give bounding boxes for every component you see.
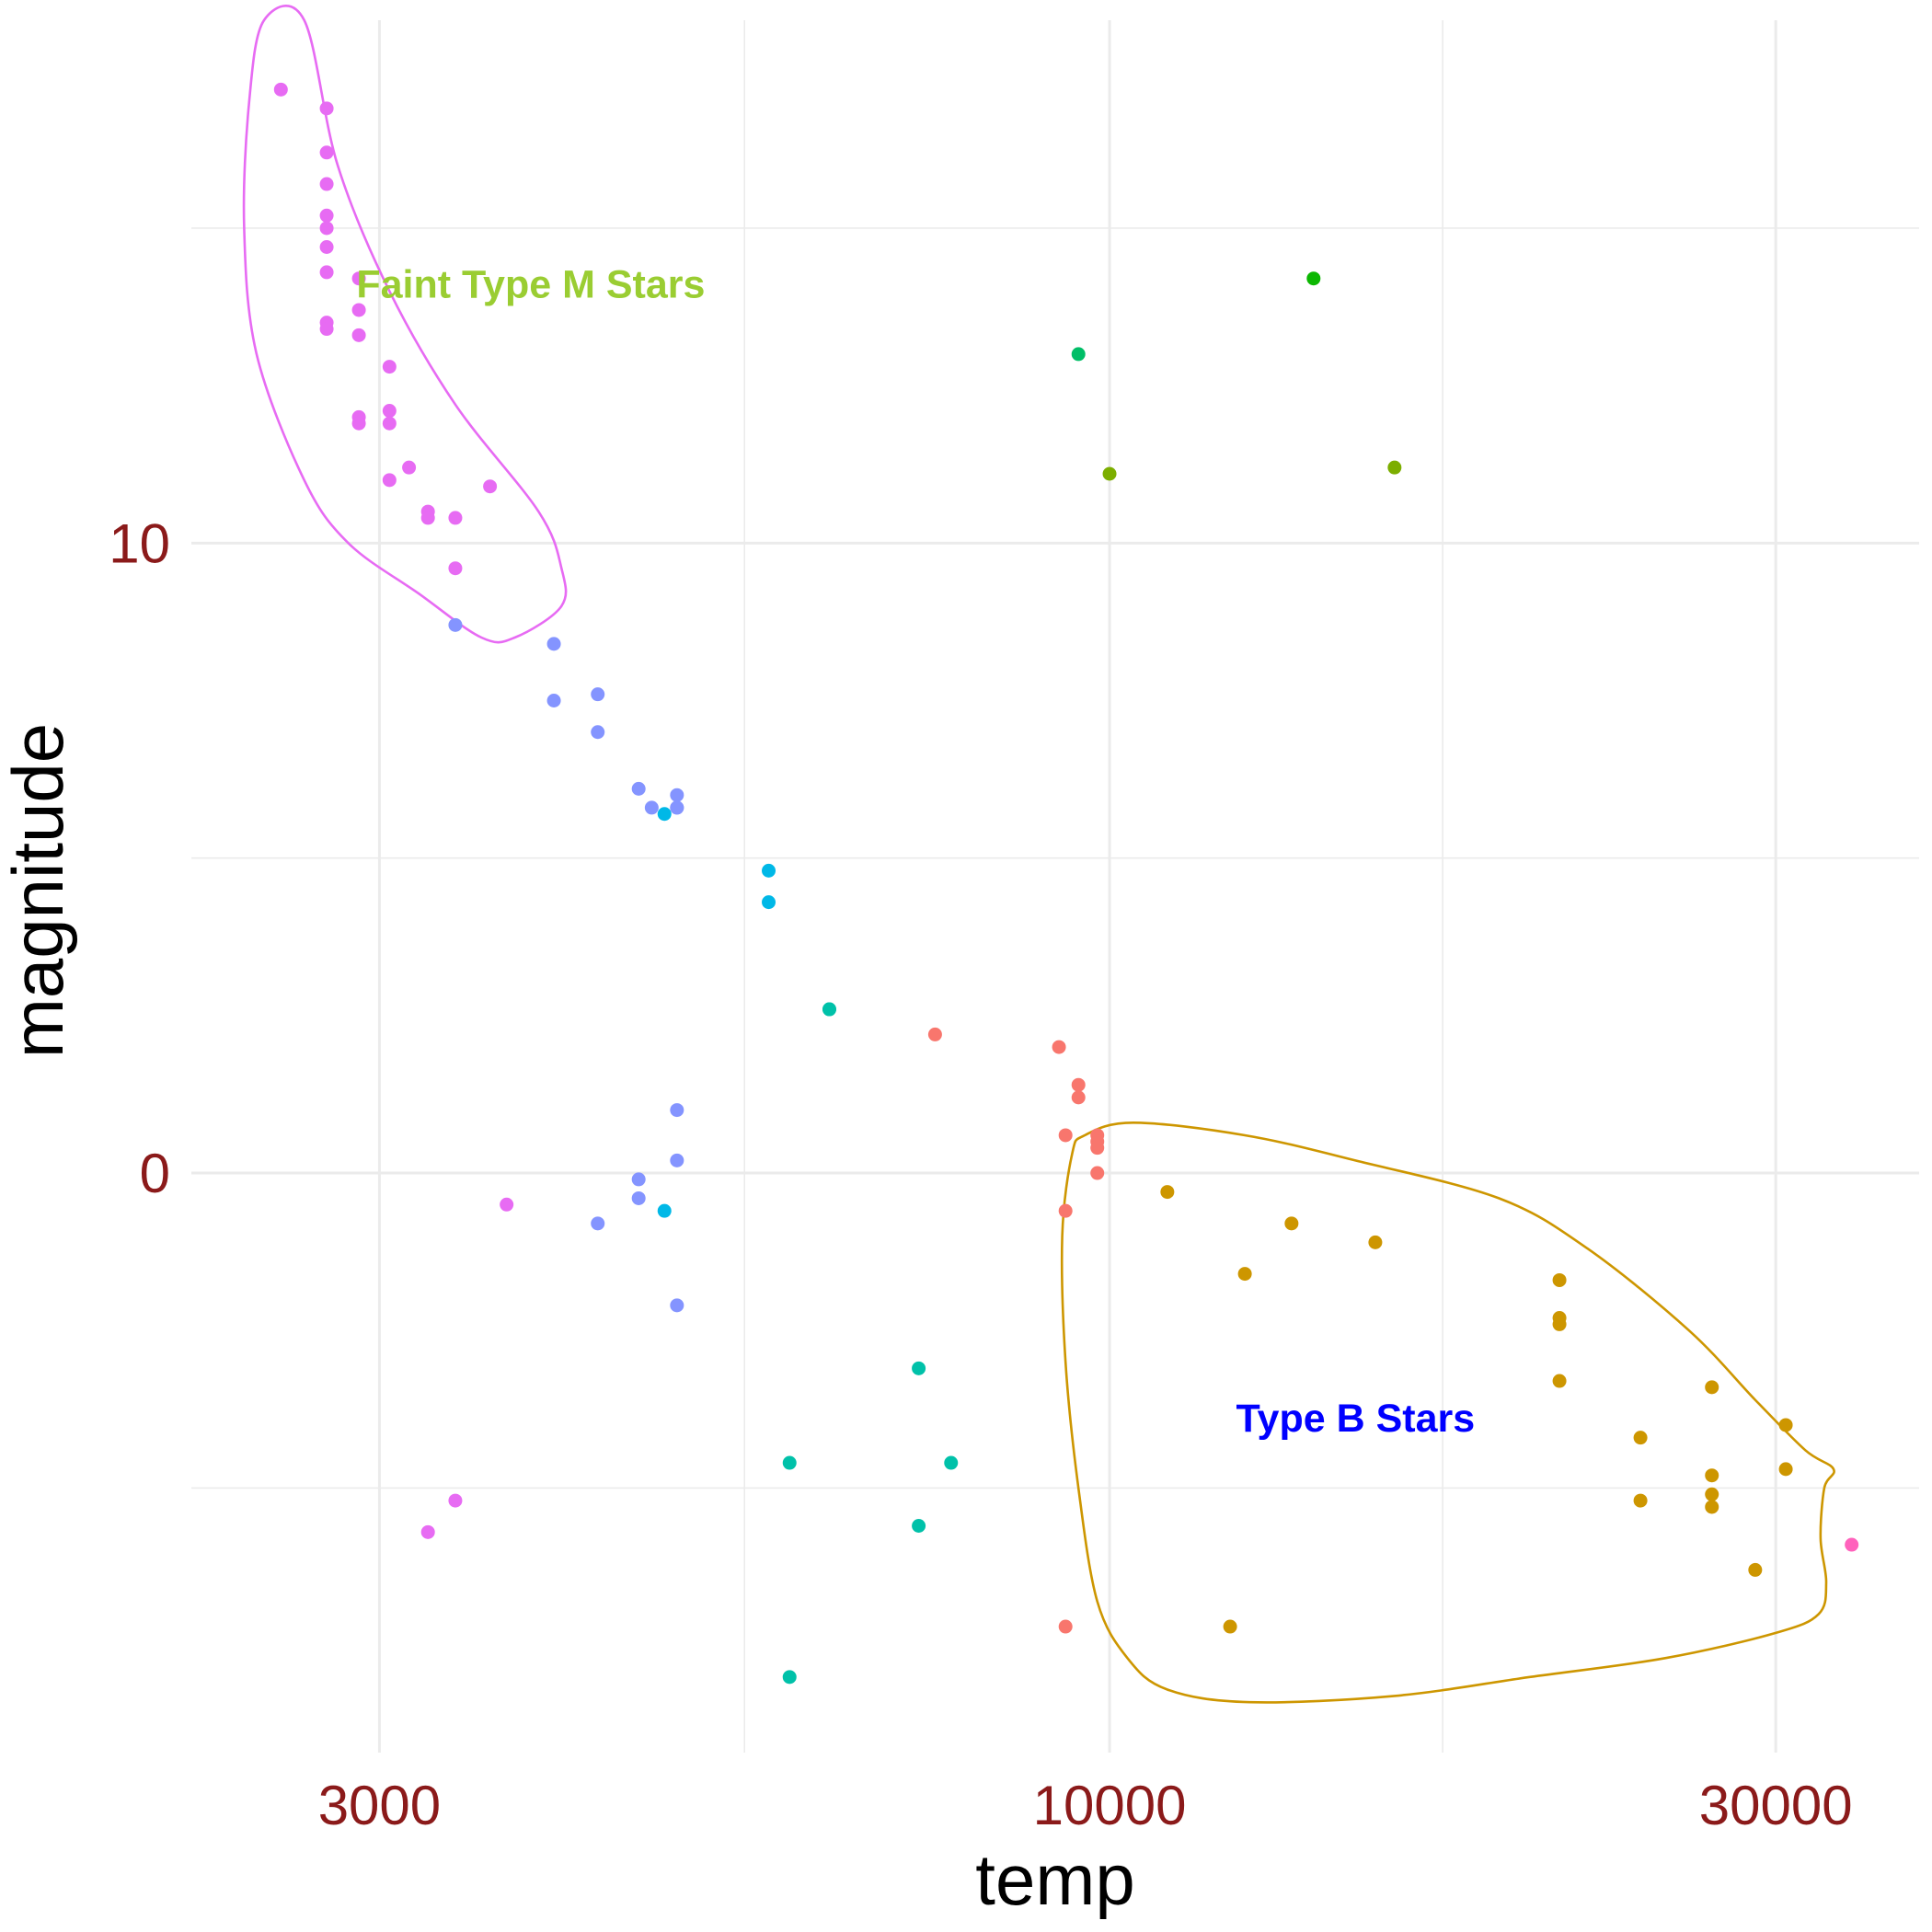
data-point <box>1058 1203 1073 1218</box>
data-point <box>762 895 776 910</box>
data-point <box>670 788 684 802</box>
data-point <box>448 1493 463 1508</box>
data-point <box>1058 1619 1073 1634</box>
data-point <box>351 328 366 342</box>
data-point <box>591 1216 605 1231</box>
x-axis-title: temp <box>975 1839 1134 1920</box>
data-point <box>1778 1462 1793 1477</box>
chart-annotation: Faint Type M Stars <box>356 262 705 306</box>
data-point <box>1284 1216 1299 1231</box>
data-point <box>273 82 288 97</box>
x-tick-label: 10000 <box>1033 1775 1187 1836</box>
data-point <box>420 511 435 525</box>
data-point <box>1071 1090 1086 1105</box>
density-contour <box>242 5 568 644</box>
data-point <box>782 1670 797 1685</box>
data-point <box>631 781 646 796</box>
data-point <box>319 265 334 280</box>
data-point <box>420 1524 435 1539</box>
data-point <box>1052 1040 1066 1054</box>
density-contour <box>1060 1121 1835 1704</box>
data-point <box>1748 1562 1763 1577</box>
data-point <box>1071 1077 1086 1092</box>
data-point <box>657 807 672 822</box>
data-point <box>1160 1185 1175 1200</box>
data-point <box>1058 1128 1073 1143</box>
data-points <box>273 82 1859 1685</box>
data-point <box>631 1172 646 1187</box>
data-point <box>1845 1537 1859 1552</box>
data-point <box>1306 271 1321 286</box>
tick-labels: 3000 10000 30000 0 10 <box>109 512 1852 1836</box>
data-point <box>382 473 397 488</box>
data-point <box>670 1103 684 1118</box>
data-point <box>382 404 397 419</box>
data-point <box>546 637 561 651</box>
data-point <box>319 145 334 160</box>
data-point <box>944 1455 959 1470</box>
data-point <box>351 416 366 431</box>
x-tick-label: 3000 <box>318 1775 441 1836</box>
data-point <box>351 303 366 317</box>
data-point <box>1552 1317 1567 1331</box>
x-tick-label: 30000 <box>1699 1775 1853 1836</box>
data-point <box>382 416 397 431</box>
data-point <box>448 561 463 576</box>
data-point <box>483 479 498 494</box>
data-point <box>912 1361 926 1375</box>
data-point <box>1705 1468 1719 1483</box>
data-point <box>448 511 463 525</box>
data-point <box>591 725 605 740</box>
data-point <box>1552 1374 1567 1388</box>
data-point <box>762 863 776 878</box>
data-point <box>1237 1267 1252 1282</box>
density-contours <box>242 5 1835 1704</box>
data-point <box>319 240 334 255</box>
data-point <box>351 271 366 286</box>
y-tick-label: 0 <box>140 1143 170 1204</box>
data-point <box>670 1298 684 1313</box>
data-point <box>402 460 417 475</box>
data-point <box>912 1518 926 1533</box>
grid <box>191 20 1919 1753</box>
data-point <box>644 800 659 815</box>
data-point <box>927 1027 942 1041</box>
data-point <box>319 322 334 337</box>
data-point <box>670 800 684 815</box>
data-point <box>822 1002 836 1017</box>
data-point <box>1705 1487 1719 1501</box>
data-point <box>1705 1380 1719 1395</box>
data-point <box>1071 347 1086 362</box>
data-point <box>1633 1431 1648 1445</box>
data-point <box>1223 1619 1237 1634</box>
data-point <box>319 101 334 116</box>
data-point <box>1633 1493 1648 1508</box>
data-point <box>319 221 334 236</box>
data-point <box>319 208 334 223</box>
data-point <box>319 177 334 191</box>
data-point <box>1387 460 1402 475</box>
data-point <box>1102 466 1117 481</box>
data-point <box>670 1153 684 1167</box>
data-point <box>1778 1418 1793 1432</box>
annotations: Faint Type M Stars Type B Stars <box>356 262 1475 1441</box>
data-point <box>1368 1235 1383 1249</box>
data-point <box>1552 1272 1567 1287</box>
data-point <box>1705 1500 1719 1514</box>
data-point <box>657 1203 672 1218</box>
data-point <box>500 1197 514 1212</box>
data-point <box>448 617 463 632</box>
data-point <box>546 694 561 708</box>
data-point <box>631 1190 646 1205</box>
y-axis-title: magnitude <box>0 723 78 1058</box>
chart-annotation: Type B Stars <box>1236 1397 1475 1441</box>
data-point <box>782 1455 797 1470</box>
data-point <box>1090 1166 1105 1180</box>
y-tick-label: 10 <box>109 512 170 574</box>
data-point <box>591 687 605 702</box>
data-point <box>382 360 397 374</box>
data-point <box>1090 1141 1105 1156</box>
